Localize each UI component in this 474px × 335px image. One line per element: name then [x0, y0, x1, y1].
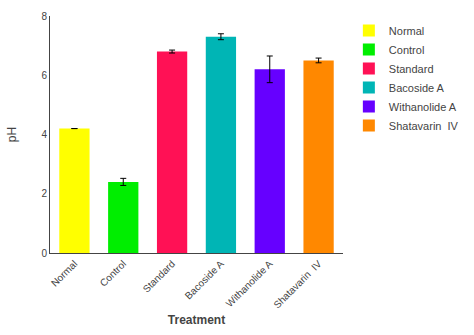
- svg-text:pH: pH: [5, 127, 19, 142]
- svg-text:Shatavarin IV: Shatavarin IV: [271, 258, 323, 310]
- svg-text:Normal: Normal: [49, 258, 80, 289]
- svg-text:Treatment: Treatment: [168, 313, 225, 327]
- svg-text:6: 6: [41, 70, 47, 81]
- svg-text:Control: Control: [98, 258, 129, 289]
- svg-text:Bacoside A: Bacoside A: [389, 82, 445, 94]
- svg-text:Normal: Normal: [389, 25, 424, 37]
- svg-text:Shatavarin IV: Shatavarin IV: [389, 120, 459, 132]
- svg-text:2: 2: [41, 188, 47, 199]
- svg-text:0: 0: [41, 248, 47, 259]
- svg-text:Control: Control: [389, 44, 424, 56]
- svg-text:Standard: Standard: [141, 258, 177, 294]
- svg-text:Withanolide A: Withanolide A: [389, 101, 457, 113]
- svg-text:Withanolide A: Withanolide A: [224, 258, 275, 309]
- svg-text:8: 8: [41, 11, 47, 22]
- svg-text:Standard: Standard: [389, 63, 434, 75]
- svg-text:Bacoside A: Bacoside A: [183, 258, 226, 301]
- svg-text:4: 4: [41, 129, 47, 140]
